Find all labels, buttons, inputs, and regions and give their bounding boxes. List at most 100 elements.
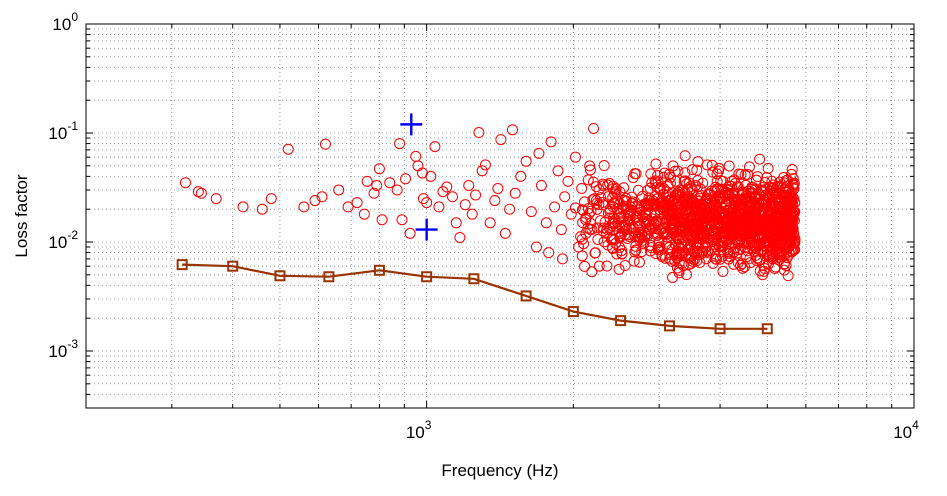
scatter-point	[417, 193, 429, 205]
scatter-point	[673, 267, 685, 279]
scatter-point	[754, 153, 766, 165]
scatter-point	[700, 242, 712, 254]
scatter-point	[688, 254, 700, 266]
scatter-point	[602, 179, 614, 191]
scatter-point	[559, 191, 571, 203]
scatter-point	[706, 159, 718, 171]
scatter-point	[660, 238, 672, 250]
scatter-point	[739, 261, 751, 273]
axis-ticks: 103 104 100 10-1 10-2 10-3	[48, 10, 919, 442]
scatter-point	[785, 195, 797, 207]
x-tick-label: 103	[406, 418, 432, 442]
scatter-point	[671, 250, 683, 262]
scatter-point	[717, 241, 729, 253]
scatter-point	[597, 199, 609, 211]
scatter-point	[454, 231, 466, 243]
scatter-point	[333, 184, 345, 196]
scatter-point	[316, 191, 328, 203]
square-marker	[761, 323, 773, 335]
scatter-point	[179, 177, 191, 189]
scatter-point	[675, 211, 687, 223]
square-marker	[176, 259, 188, 271]
scatter-point	[652, 244, 664, 256]
scatter-point	[696, 198, 708, 210]
scatter-point	[654, 215, 666, 227]
scatter-point	[704, 211, 716, 223]
scatter-point	[265, 193, 277, 205]
scatter-point	[237, 201, 249, 213]
scatter-point	[761, 249, 773, 261]
scatter-point	[499, 227, 511, 239]
scatter-point	[758, 186, 770, 198]
scatter-point	[626, 191, 638, 203]
scatter-point	[515, 170, 527, 182]
scatter-point	[575, 231, 587, 243]
scatter-point	[650, 193, 662, 205]
scatter-point	[610, 237, 622, 249]
scatter-point	[319, 138, 331, 150]
scatter-point	[549, 201, 561, 213]
scatter-point	[601, 260, 613, 272]
scatter-point	[713, 165, 725, 177]
scatter-point	[664, 177, 676, 189]
scatter-point	[711, 233, 723, 245]
scatter-point	[384, 177, 396, 189]
scatter-point	[680, 269, 692, 281]
scatter-point	[723, 223, 735, 235]
scatter-point	[746, 242, 758, 254]
scatter-point	[743, 226, 755, 238]
scatter-point	[701, 159, 713, 171]
scatter-point	[594, 215, 606, 227]
scatter-point	[476, 165, 488, 177]
scatter-point	[723, 160, 735, 172]
scatter-point	[582, 222, 594, 234]
scatter-point	[342, 201, 354, 213]
scatter-point	[358, 208, 370, 220]
scatter-point	[394, 138, 406, 150]
scatter-point	[509, 187, 521, 199]
scatter-point	[576, 250, 588, 262]
scatter-point	[712, 204, 724, 216]
scatter-point	[763, 250, 775, 262]
scatter-point	[698, 230, 710, 242]
scatter-point	[644, 224, 656, 236]
scatter-point	[371, 179, 383, 191]
scatter-point	[595, 192, 607, 204]
scatter-point	[752, 219, 764, 231]
scatter-point	[586, 266, 598, 278]
scatter-point	[619, 260, 631, 272]
y-tick-label: 10-1	[48, 119, 78, 143]
scatter-point	[590, 181, 602, 193]
scatter-point	[717, 235, 729, 247]
scatter-point	[601, 224, 613, 236]
scatter-point	[256, 203, 268, 215]
scatter-point	[663, 168, 675, 180]
scatter-point	[751, 255, 763, 267]
scatter-point	[615, 230, 627, 242]
scatter-point	[758, 265, 770, 277]
plus-marker	[415, 218, 438, 241]
scatter-point	[421, 197, 433, 209]
scatter-point	[788, 206, 800, 218]
scatter-point	[687, 213, 699, 225]
scatter-point	[638, 238, 650, 250]
plus-marker	[400, 113, 423, 136]
scatter-point	[634, 204, 646, 216]
scatter-point	[646, 213, 658, 225]
scatter-point	[734, 199, 746, 211]
scatter-point	[774, 176, 786, 188]
scatter-point	[728, 226, 740, 238]
square-marker	[274, 270, 286, 282]
scatter-point	[644, 245, 656, 257]
scatter-point	[736, 198, 748, 210]
scatter-point	[466, 208, 478, 220]
scatter-point	[298, 201, 310, 213]
scatter-point	[576, 182, 588, 194]
scatter-point	[552, 165, 564, 177]
scatter-point	[555, 224, 567, 236]
scatter-point	[632, 200, 644, 212]
scatter-point	[373, 163, 385, 175]
scatter-point	[282, 143, 294, 155]
scatter-point	[504, 203, 516, 215]
scatter-point	[732, 257, 744, 269]
